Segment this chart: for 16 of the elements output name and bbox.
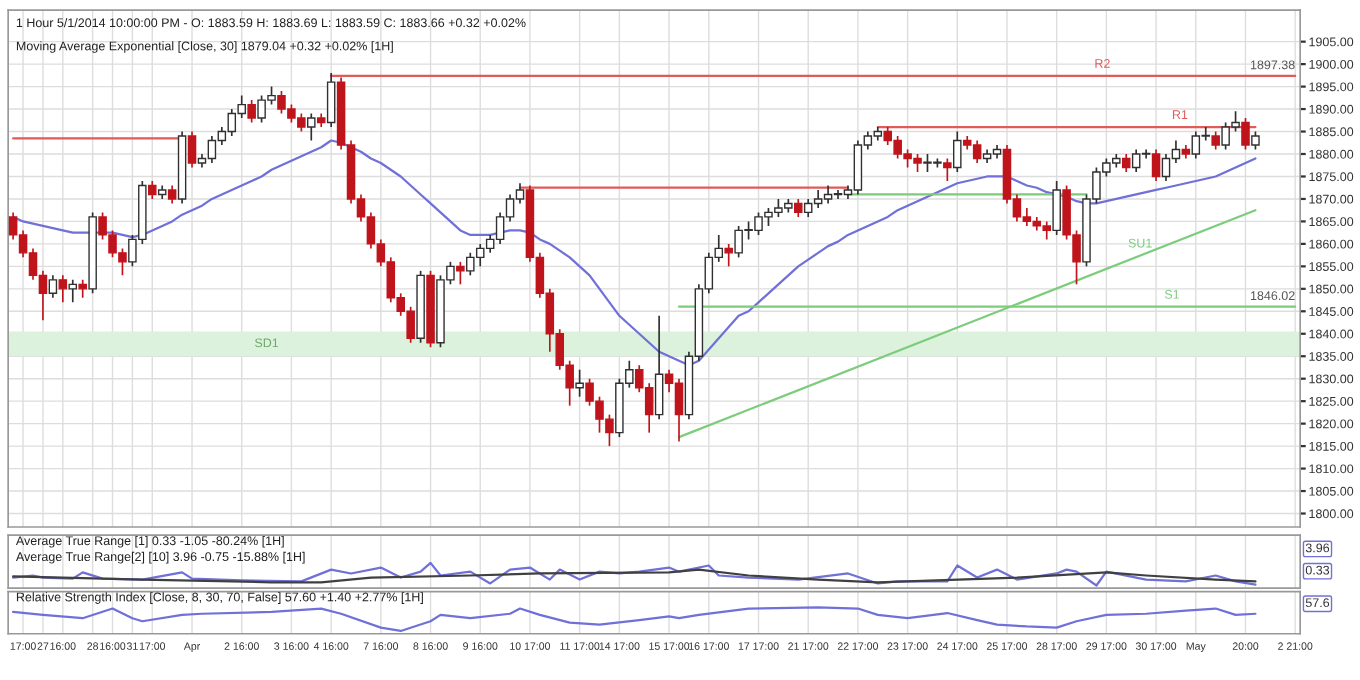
candlestick	[654, 314, 664, 420]
candlestick	[68, 278, 78, 304]
candlestick	[456, 261, 465, 286]
candlestick	[953, 130, 962, 173]
candlestick	[307, 112, 316, 142]
candlestick	[1241, 117, 1250, 151]
candlestick	[724, 243, 733, 268]
candlestick	[1052, 180, 1061, 236]
candlestick	[187, 130, 197, 169]
candlestick	[58, 274, 68, 304]
candlestick	[326, 72, 336, 128]
candlestick	[48, 274, 58, 299]
candlestick	[1151, 148, 1161, 182]
candlestick	[943, 157, 952, 182]
candlestick	[575, 368, 584, 398]
candlestick	[247, 99, 256, 124]
